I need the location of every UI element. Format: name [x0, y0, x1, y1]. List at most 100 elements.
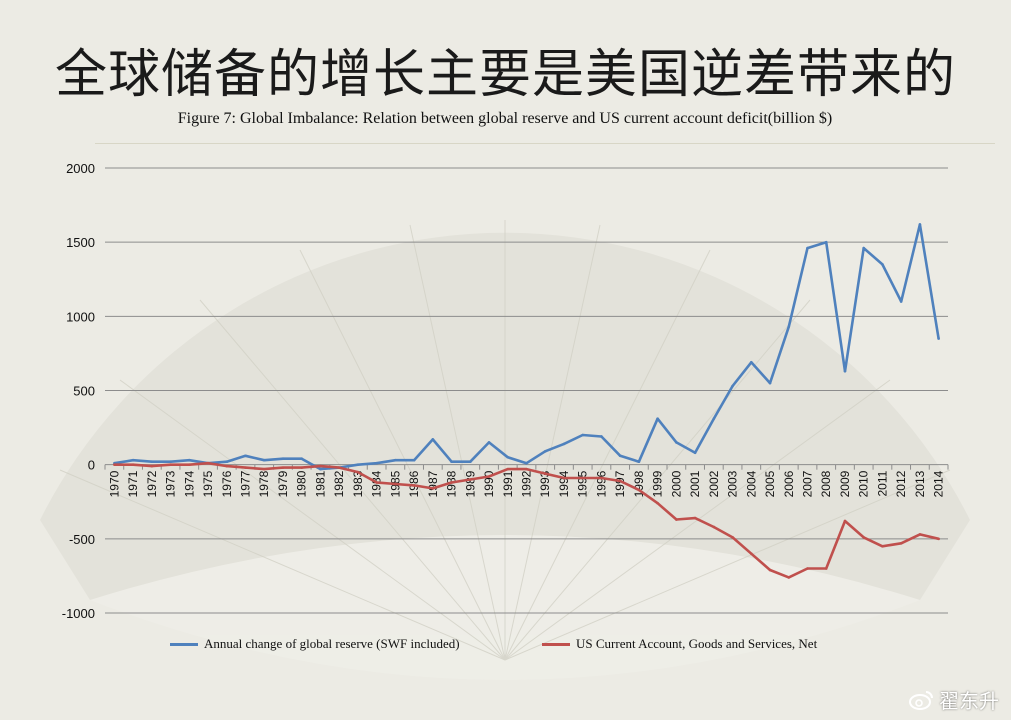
x-tick-label: 1976	[220, 470, 234, 497]
data-point	[656, 417, 659, 420]
data-point	[300, 457, 304, 461]
x-tick-label: 1983	[351, 470, 365, 497]
data-point	[319, 467, 322, 471]
data-point	[131, 463, 135, 466]
data-point	[862, 536, 865, 539]
series-1	[113, 461, 940, 579]
x-tick-label: 2010	[857, 470, 871, 497]
y-tick-label: 500	[73, 384, 95, 399]
data-point	[150, 460, 154, 464]
x-tick-label: 1997	[613, 470, 627, 497]
y-tick-label: -1000	[62, 606, 95, 621]
data-point	[881, 263, 884, 266]
x-tick-label: 2001	[688, 470, 702, 497]
data-point	[600, 435, 603, 438]
data-point	[806, 567, 809, 570]
x-tick-label: 1987	[426, 470, 440, 497]
data-point	[862, 246, 865, 250]
data-point	[843, 519, 847, 523]
x-tick-label: 1974	[182, 470, 196, 497]
weibo-icon	[909, 690, 933, 710]
legend-item-reserve: Annual change of global reserve (SWF inc…	[170, 636, 460, 652]
data-point	[300, 466, 304, 469]
x-tick-label: 2007	[801, 470, 815, 497]
data-point	[768, 568, 772, 572]
data-point	[618, 479, 622, 483]
x-tick-label: 1996	[594, 470, 608, 497]
x-tick-label: 1984	[370, 470, 384, 497]
data-point	[675, 441, 678, 444]
x-tick-label: 2003	[726, 470, 740, 497]
data-point	[394, 482, 397, 486]
data-point	[581, 433, 584, 437]
data-point	[824, 567, 828, 570]
data-point	[806, 246, 809, 250]
data-point	[525, 461, 528, 465]
data-point	[244, 454, 247, 458]
data-point	[412, 484, 416, 487]
series-lines	[113, 223, 940, 579]
data-point	[506, 455, 510, 459]
x-tick-label: 1972	[145, 470, 159, 497]
data-point	[281, 466, 285, 469]
data-point	[131, 458, 135, 462]
x-tick-label: 2009	[838, 470, 852, 497]
data-point	[562, 442, 566, 446]
x-tick-label: 1993	[538, 470, 552, 497]
x-tick-label: 2006	[782, 470, 796, 497]
data-point	[113, 463, 116, 466]
data-point	[918, 223, 922, 226]
watermark: 翟东升	[909, 685, 999, 714]
data-point	[487, 475, 491, 478]
x-tick-label: 1981	[313, 470, 327, 497]
gridlines	[105, 167, 948, 614]
data-point	[937, 337, 940, 340]
x-tick-label: 1991	[501, 470, 515, 497]
legend-swatch-us-current-account	[542, 642, 570, 646]
data-point	[450, 460, 453, 464]
y-tick-label: 1500	[66, 235, 95, 250]
data-point	[824, 240, 828, 244]
data-point	[712, 417, 716, 420]
x-tick-label: 1971	[126, 470, 140, 497]
data-point	[412, 458, 416, 462]
data-point	[693, 516, 697, 520]
slide-title: 全球储备的增长主要是美国逆差带来的	[54, 45, 956, 105]
x-tick-label: 2005	[763, 470, 777, 497]
title-divider	[95, 143, 995, 144]
data-point	[787, 325, 791, 329]
data-point	[450, 481, 453, 484]
y-tick-label: 0	[88, 458, 95, 473]
data-point	[431, 438, 435, 441]
x-tick-label: 2000	[669, 470, 683, 497]
data-point	[431, 487, 435, 490]
data-point	[319, 464, 322, 468]
data-point	[750, 361, 753, 364]
legend-item-us-current-account: US Current Account, Goods and Services, …	[542, 636, 817, 652]
data-point	[899, 541, 903, 545]
data-point	[618, 454, 622, 458]
data-point	[225, 464, 229, 468]
data-point	[150, 464, 154, 468]
y-axis-ticks: -1000 -500 0 500 1000 1500 2000	[62, 161, 95, 621]
data-point	[375, 481, 378, 484]
x-tick-label: 1977	[239, 470, 253, 497]
data-point	[169, 463, 172, 466]
x-tick-label: 1979	[276, 470, 290, 497]
x-tick-label: 1978	[257, 470, 271, 497]
x-tick-label: 1992	[520, 470, 534, 497]
data-point	[225, 460, 229, 464]
data-point	[731, 384, 734, 388]
x-tick-label: 1970	[107, 470, 121, 497]
data-point	[543, 472, 547, 475]
data-point	[394, 458, 397, 462]
data-point	[899, 300, 903, 303]
data-point	[206, 461, 210, 465]
x-tick-label: 1995	[576, 470, 590, 497]
y-tick-label: -500	[69, 532, 95, 547]
data-point	[281, 457, 285, 461]
data-point	[525, 467, 528, 471]
data-point	[787, 576, 791, 579]
data-point	[262, 458, 266, 462]
